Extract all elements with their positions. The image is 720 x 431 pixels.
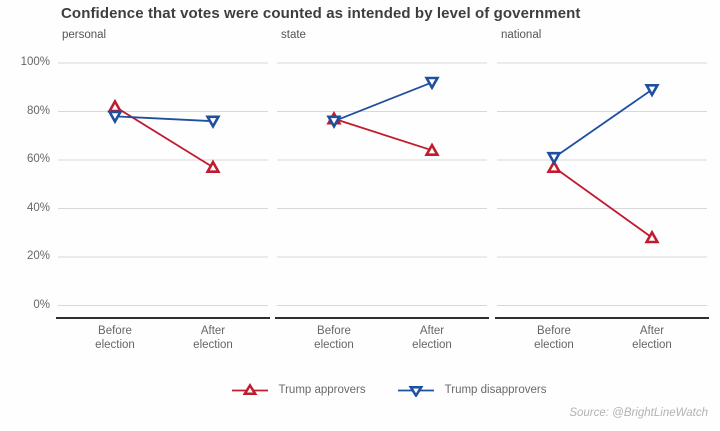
legend-item-trump-disapprovers: Trump disapprovers [396, 383, 547, 397]
panel-label-state: state [281, 29, 306, 41]
legend: Trump approvers Trump disapprovers [0, 383, 720, 397]
marker-triangle-down [546, 151, 562, 166]
source-note: Source: @BrightLineWatch [569, 407, 708, 419]
panel-plot [495, 62, 709, 319]
legend-label: Trump approvers [278, 384, 366, 396]
legend-swatch-triangle-down-icon [397, 385, 434, 397]
marker-triangle-down [107, 110, 123, 125]
marker-triangle-up [546, 159, 562, 173]
marker-triangle-down [205, 115, 221, 130]
y-axis-tick-label: 20% [26, 250, 50, 262]
legend-swatch-triangle-up-icon [231, 383, 268, 396]
panel-national [495, 57, 709, 320]
y-axis-tick-label: 0% [33, 298, 50, 311]
x-axis-tick-label: After election [412, 325, 452, 351]
trump-disapprovers-line [114, 115, 214, 123]
chart-title: Confidence that votes were counted as in… [61, 5, 581, 22]
y-axis-tick-label: 80% [26, 104, 50, 117]
legend-label: Trump disapprovers [444, 384, 547, 396]
x-axis-tick-label: Before election [314, 325, 354, 351]
panel-label-personal: personal [62, 29, 107, 41]
trump-disapprovers-line [553, 88, 653, 159]
marker-triangle-up [644, 229, 660, 244]
marker-triangle-up [205, 159, 221, 173]
x-axis-tick-label: Before election [534, 325, 574, 351]
marker-triangle-down [644, 83, 660, 98]
panel-label-national: national [501, 29, 542, 41]
panel-personal [56, 57, 270, 320]
y-axis-tick-label: 100% [20, 56, 50, 68]
y-axis-tick-label: 40% [26, 201, 50, 214]
legend-item-trump-approvers: Trump approvers [230, 383, 366, 397]
x-axis-tick-label: Before election [95, 325, 135, 351]
x-axis-tick-label: After election [632, 325, 672, 351]
trump-approvers-line [333, 117, 433, 152]
panel-plot [275, 62, 489, 319]
trump-approvers-line [114, 105, 214, 169]
panel-state [275, 57, 489, 320]
trump-approvers-line [553, 166, 653, 239]
x-axis-tick-label: After election [193, 325, 233, 351]
y-axis-tick-label: 60% [26, 153, 50, 165]
marker-triangle-down [326, 115, 342, 130]
marker-triangle-down [424, 76, 440, 91]
trump-disapprovers-line [333, 81, 433, 123]
marker-triangle-up [424, 142, 440, 156]
marker-triangle-up [107, 98, 123, 113]
panel-plot [56, 62, 270, 319]
